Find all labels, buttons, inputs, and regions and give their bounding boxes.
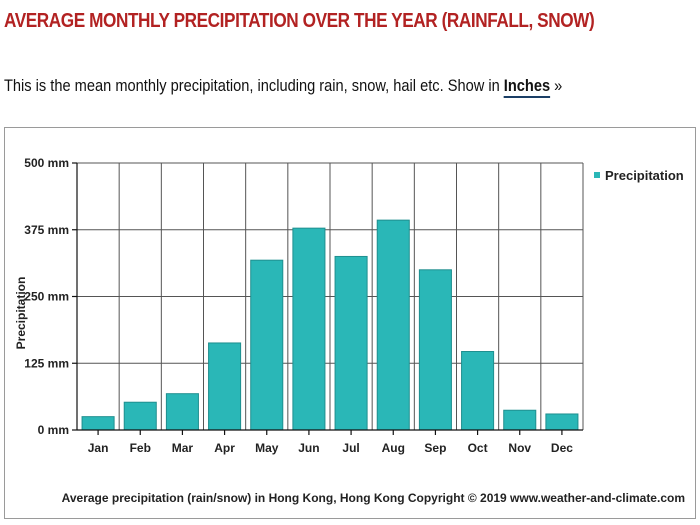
x-tick-label-oct: Oct — [468, 441, 488, 455]
bar-mar — [165, 393, 199, 431]
axes — [72, 162, 583, 435]
y-tick-label: 500 mm — [24, 156, 69, 170]
x-tick-label-feb: Feb — [130, 441, 151, 455]
y-tick-label: 375 mm — [24, 223, 69, 237]
intro-text: This is the mean monthly precipitation, … — [4, 76, 563, 98]
bar-jan — [81, 416, 115, 431]
x-tick-label-jul: Jul — [342, 441, 359, 455]
page-title: AVERAGE MONTHLY PRECIPITATION OVER THE Y… — [4, 10, 595, 32]
x-tick-label-jan: Jan — [88, 441, 109, 455]
bar-jul — [334, 255, 368, 431]
x-tick-label-aug: Aug — [382, 441, 405, 455]
chart-footer: Average precipitation (rain/snow) in Hon… — [62, 491, 685, 505]
x-tick-label-jun: Jun — [298, 441, 319, 455]
intro-sentence: This is the mean monthly precipitation, … — [4, 76, 504, 95]
bar-oct — [461, 351, 495, 431]
grid-lines — [76, 162, 584, 430]
bar-apr — [208, 342, 242, 431]
bar-aug — [376, 219, 410, 431]
x-tick-label-mar: Mar — [172, 441, 194, 455]
x-tick-label-dec: Dec — [551, 441, 573, 455]
x-tick-label-apr: Apr — [214, 441, 235, 455]
y-tick-labels: 0 mm 125 mm 250 mm 375 mm 500 mm — [24, 156, 69, 437]
intro-suffix: » — [550, 76, 563, 95]
bar-jun — [292, 227, 326, 431]
bar-may — [250, 259, 284, 431]
y-tick-label: 250 mm — [24, 290, 69, 304]
bar-sep — [418, 269, 452, 431]
y-tick-label: 125 mm — [24, 356, 69, 370]
legend-label: Precipitation — [605, 168, 684, 183]
bar-dec — [545, 413, 579, 431]
y-axis-label: Precipitation — [14, 277, 28, 350]
bar-nov — [503, 409, 537, 431]
legend: Precipitation — [594, 168, 684, 183]
inches-link[interactable]: Inches — [503, 76, 551, 98]
precipitation-chart: 0 mm 125 mm 250 mm 375 mm 500 mm Jan Feb Mar Ap… — [14, 156, 685, 505]
bar-feb — [123, 401, 157, 431]
x-tick-label-nov: Nov — [508, 441, 531, 455]
chart-frame: 0 mm 125 mm 250 mm 375 mm 500 mm Jan Feb Mar Ap… — [4, 127, 696, 519]
y-tick-label: 0 mm — [38, 423, 69, 437]
legend-swatch — [594, 172, 600, 178]
x-tick-label-sep: Sep — [424, 441, 446, 455]
bars — [81, 219, 579, 431]
x-tick-labels: Jan Feb Mar Apr May Jun Jul Aug Sep Oct Nov Dec — [88, 441, 574, 455]
x-tick-label-may: May — [255, 441, 279, 455]
